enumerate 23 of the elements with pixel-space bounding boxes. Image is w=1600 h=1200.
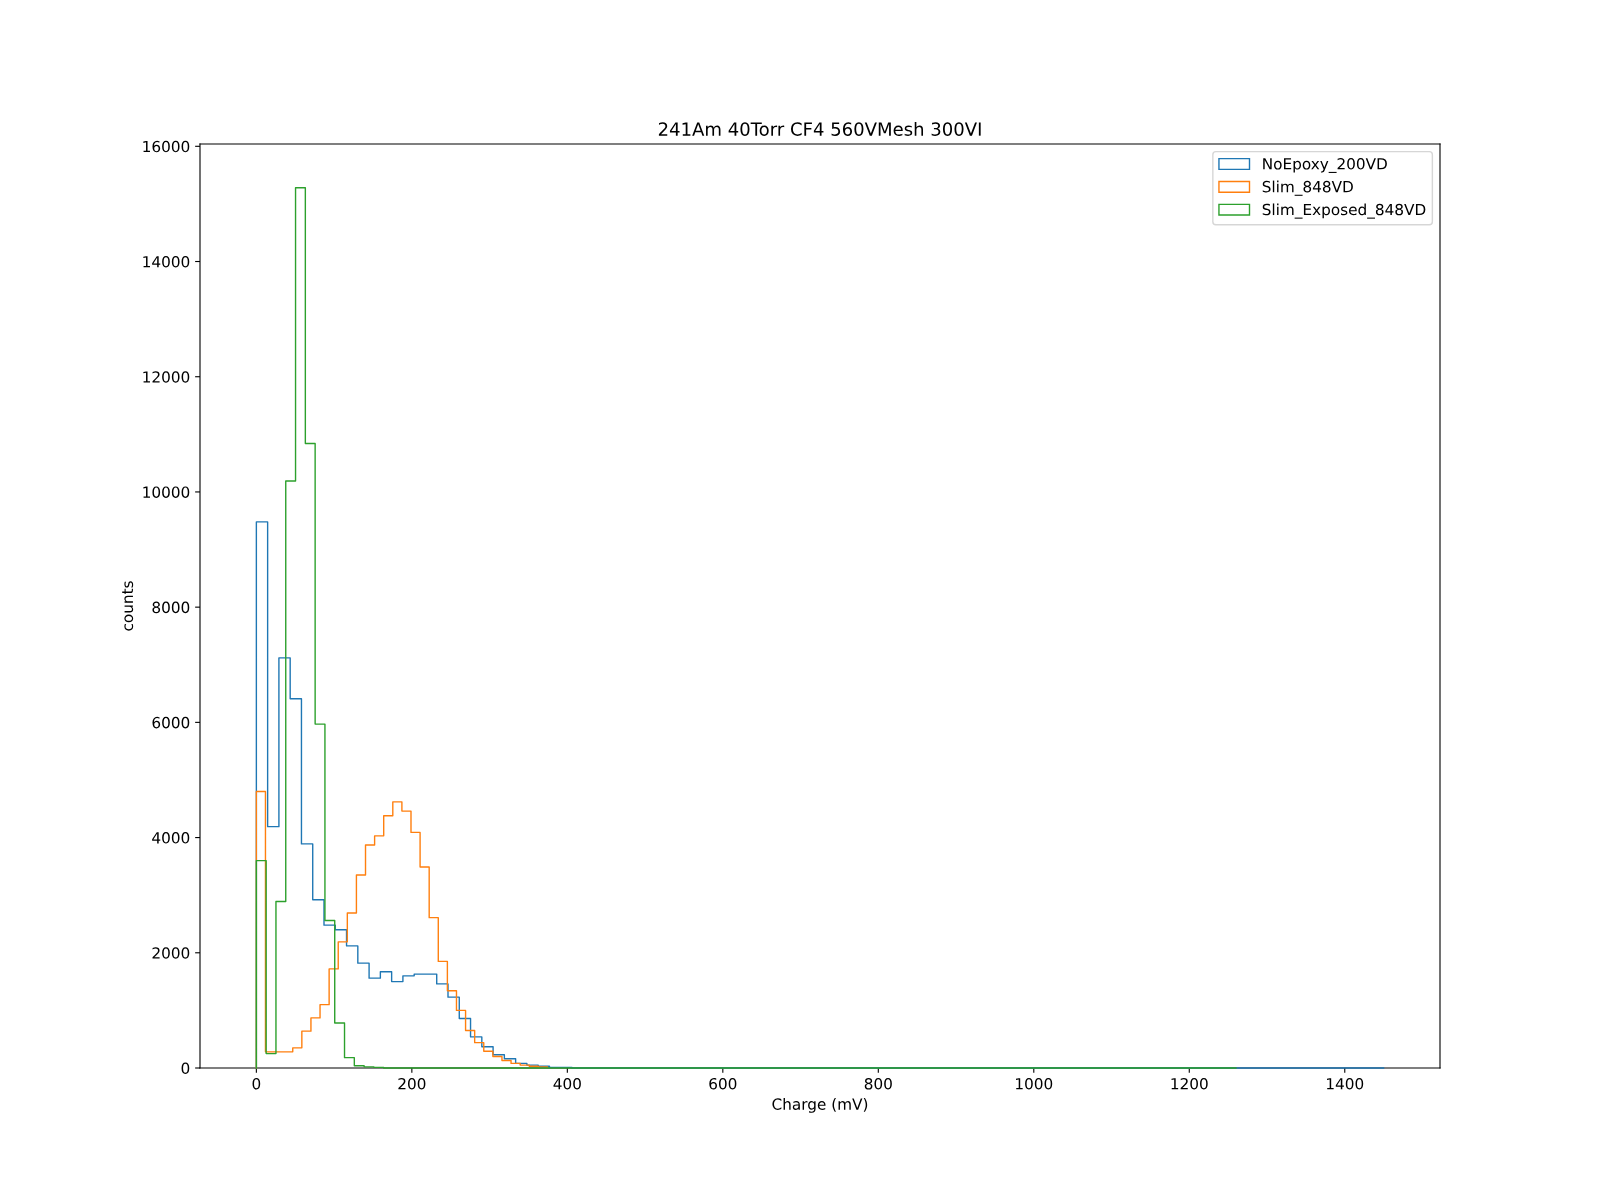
y-tick-label: 2000 [152, 947, 190, 959]
y-tick-label: 10000 [143, 486, 190, 498]
y-tick-label: 6000 [152, 716, 190, 729]
chart-title: 241Am 40Torr CF4 560VMesh 300VI [658, 121, 981, 136]
x-tick-label: 200 [398, 1077, 426, 1090]
x-tick-label: 800 [864, 1077, 892, 1090]
x-tick-label: 600 [709, 1077, 737, 1090]
y-tick-label: 4000 [152, 832, 190, 844]
x-tick-label: 1000 [1016, 1077, 1053, 1090]
y-tick-label: 16000 [143, 140, 190, 153]
y-tick-label: 8000 [152, 601, 190, 614]
x-tick-label: 400 [553, 1077, 581, 1090]
legend-label: Slim_Exposed_848VD [1262, 203, 1426, 219]
y-tick-label: 14000 [143, 255, 190, 268]
legend-label: NoEpoxy_200VD [1263, 158, 1387, 173]
y-axis-title: counts [122, 581, 134, 631]
y-tick-label: 12000 [143, 371, 190, 383]
x-tick-label: 0 [252, 1077, 261, 1090]
y-tick-label: 0 [181, 1062, 190, 1075]
legend-label: Slim_848VD [1262, 180, 1353, 196]
x-tick-label: 1400 [1327, 1077, 1364, 1090]
x-tick-label: 1200 [1171, 1077, 1208, 1090]
x-axis-title: Charge (mV) [772, 1098, 868, 1113]
